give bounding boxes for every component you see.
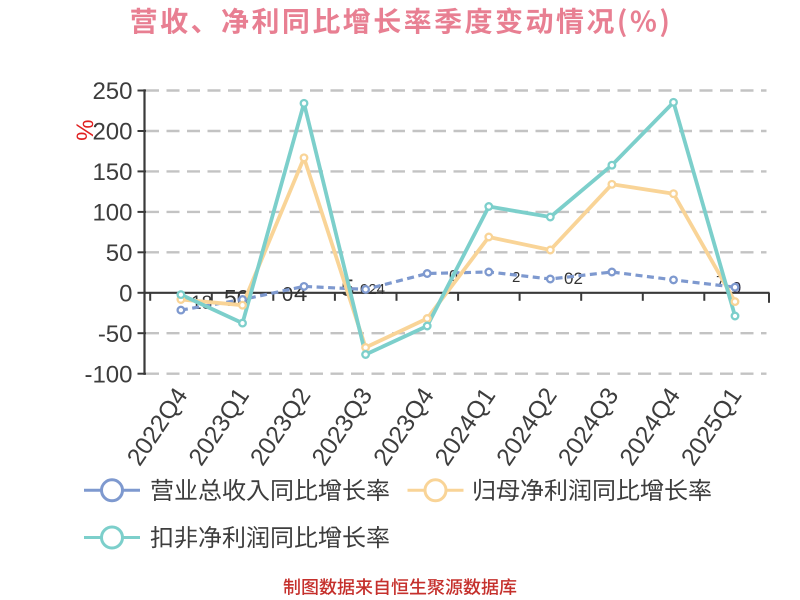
svg-text:150: 150 bbox=[92, 159, 132, 186]
svg-text:%: % bbox=[71, 120, 98, 141]
svg-text:0: 0 bbox=[119, 280, 132, 307]
svg-text:250: 250 bbox=[92, 78, 132, 105]
svg-text:0: 0 bbox=[282, 284, 293, 306]
svg-text:7: 7 bbox=[716, 274, 725, 291]
svg-text:2: 2 bbox=[512, 269, 520, 286]
svg-text:-100: -100 bbox=[84, 361, 132, 388]
svg-text:50: 50 bbox=[106, 240, 133, 267]
svg-text:200: 200 bbox=[92, 119, 132, 146]
svg-text:100: 100 bbox=[92, 200, 132, 227]
svg-text:-50: -50 bbox=[98, 321, 133, 348]
svg-text:02: 02 bbox=[564, 269, 583, 288]
